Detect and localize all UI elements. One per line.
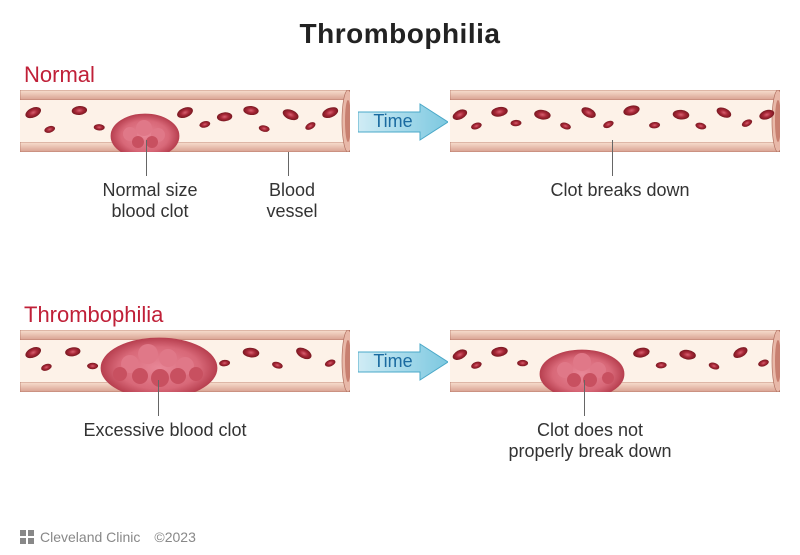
- footer: Cleveland Clinic ©2023: [20, 529, 196, 545]
- caption-excessive-clot: Excessive blood clot: [65, 420, 265, 441]
- arrow-label: Time: [368, 351, 418, 372]
- vessel-normal-before: [20, 90, 350, 152]
- page-title: Thrombophilia: [0, 0, 800, 50]
- arrow-label: Time: [368, 111, 418, 132]
- leader-line: [288, 152, 289, 176]
- row-thrombophilia: Thrombophilia Time: [0, 330, 800, 500]
- vessel-thrombo-after: [450, 330, 780, 392]
- leader-line: [612, 140, 613, 176]
- caption-clot-breaks: Clot breaks down: [540, 180, 700, 201]
- vessel-normal-after: [450, 90, 780, 152]
- vessel-svg: [20, 90, 350, 152]
- brand-icon: [20, 530, 34, 544]
- footer-brand: Cleveland Clinic: [40, 529, 140, 545]
- vessel-thrombo-before: [20, 330, 350, 392]
- caption-blood-vessel: Blood vessel: [262, 180, 322, 221]
- caption-clot-no-break: Clot does not properly break down: [500, 420, 680, 461]
- footer-copyright: ©2023: [154, 529, 195, 545]
- leader-line: [584, 380, 585, 416]
- leader-line: [146, 140, 147, 176]
- caption-normal-clot: Normal size blood clot: [70, 180, 230, 221]
- row-normal: Normal: [0, 90, 800, 240]
- time-arrow-thrombo: Time: [358, 342, 448, 382]
- time-arrow-normal: Time: [358, 102, 448, 142]
- row-thrombophilia-label: Thrombophilia: [24, 302, 163, 328]
- leader-line: [158, 380, 159, 416]
- row-normal-label: Normal: [24, 62, 95, 88]
